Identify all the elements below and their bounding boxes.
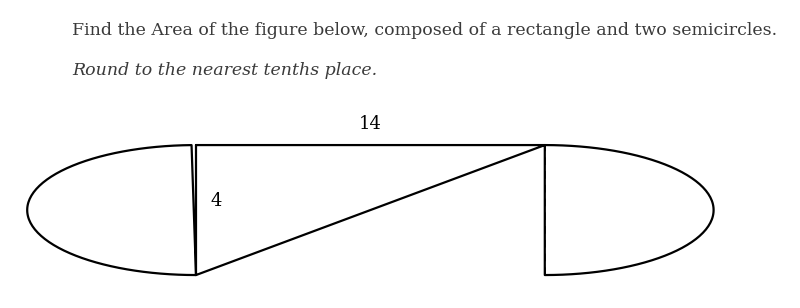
Text: Find the Area of the figure below, composed of a rectangle and two semicircles.: Find the Area of the figure below, compo… [72, 22, 777, 38]
Text: Round to the nearest tenths place.: Round to the nearest tenths place. [72, 62, 377, 79]
Text: 4: 4 [210, 192, 222, 210]
Text: 14: 14 [359, 115, 382, 133]
